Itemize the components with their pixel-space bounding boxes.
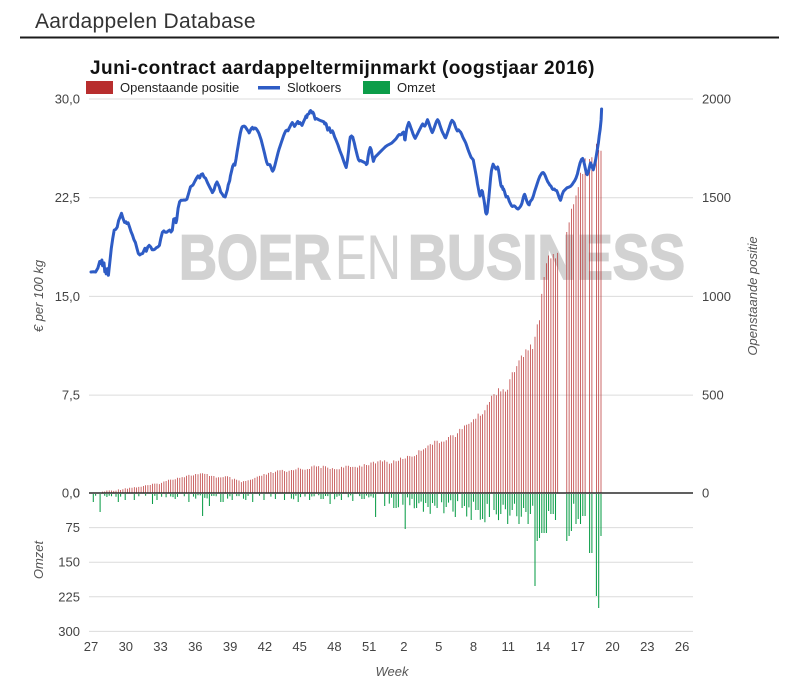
svg-text:Juni-contract aardappeltermijn: Juni-contract aardappeltermijnmarkt (oog… (90, 58, 595, 79)
svg-text:Openstaande positie: Openstaande positie (120, 80, 239, 95)
svg-text:14: 14 (536, 639, 550, 654)
svg-text:15,0: 15,0 (55, 289, 80, 304)
svg-text:48: 48 (327, 639, 341, 654)
svg-text:2000: 2000 (702, 92, 731, 107)
svg-text:300: 300 (58, 624, 80, 639)
svg-text:8: 8 (470, 639, 477, 654)
svg-text:26: 26 (675, 639, 689, 654)
svg-text:27: 27 (84, 639, 98, 654)
svg-text:BOER: BOER (179, 223, 331, 293)
svg-text:23: 23 (640, 639, 654, 654)
svg-text:75: 75 (66, 520, 80, 535)
svg-text:225: 225 (58, 589, 80, 604)
svg-text:Aardappelen Database: Aardappelen Database (35, 10, 256, 33)
svg-text:Week: Week (376, 664, 410, 679)
svg-text:2: 2 (400, 639, 407, 654)
svg-text:1500: 1500 (702, 190, 731, 205)
svg-text:51: 51 (362, 639, 376, 654)
svg-text:39: 39 (223, 639, 237, 654)
svg-text:Slotkoers: Slotkoers (287, 80, 342, 95)
svg-text:Omzet: Omzet (31, 539, 46, 579)
svg-text:Omzet: Omzet (397, 80, 436, 95)
svg-text:500: 500 (702, 388, 724, 403)
svg-text:Openstaande positie: Openstaande positie (745, 236, 760, 355)
svg-text:€ per 100 kg: € per 100 kg (31, 259, 46, 332)
svg-text:42: 42 (258, 639, 272, 654)
svg-text:30,0: 30,0 (55, 92, 80, 107)
svg-text:150: 150 (58, 555, 80, 570)
svg-text:17: 17 (571, 639, 585, 654)
svg-text:0,0: 0,0 (62, 486, 80, 501)
svg-text:1000: 1000 (702, 289, 731, 304)
svg-text:5: 5 (435, 639, 442, 654)
svg-text:36: 36 (188, 639, 202, 654)
svg-text:30: 30 (119, 639, 133, 654)
svg-text:EN: EN (335, 223, 401, 293)
svg-text:11: 11 (501, 639, 515, 654)
svg-text:0: 0 (73, 486, 80, 501)
svg-text:7,5: 7,5 (62, 388, 80, 403)
svg-text:0: 0 (702, 486, 709, 501)
svg-text:45: 45 (292, 639, 306, 654)
svg-text:20: 20 (605, 639, 619, 654)
svg-text:33: 33 (153, 639, 167, 654)
svg-text:22,5: 22,5 (55, 190, 80, 205)
